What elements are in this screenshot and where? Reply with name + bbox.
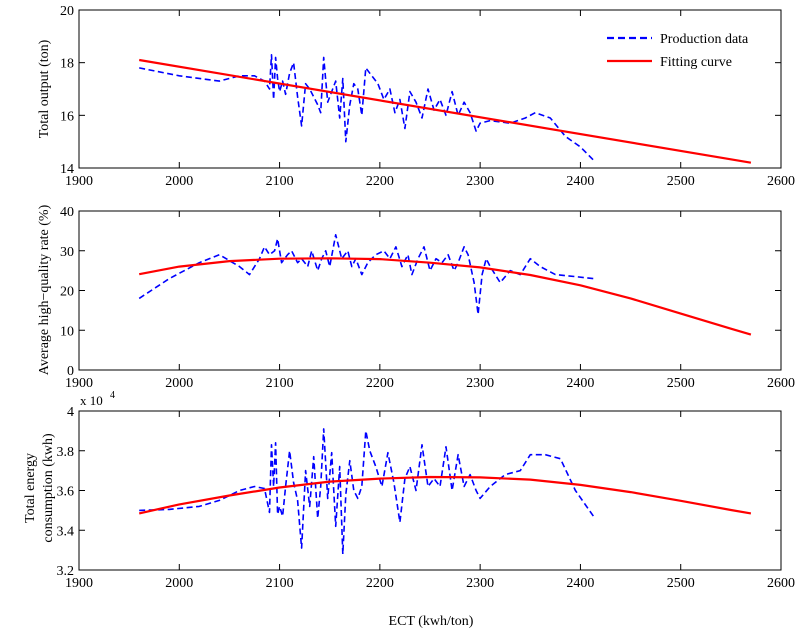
y-tick-label: 3.8	[57, 445, 75, 460]
x-tick-label: 1900	[65, 376, 93, 391]
x-axis-label: ECT (kwh/ton)	[389, 614, 474, 629]
x-tick-label: 2500	[667, 174, 695, 189]
y-tick-label: 40	[60, 205, 74, 220]
y-tick-label: 10	[60, 324, 74, 339]
x-tick-label: 2600	[767, 174, 795, 189]
x-tick-label: 2100	[266, 576, 294, 591]
x-tick-label: 2100	[266, 174, 294, 189]
series-line-production-data	[139, 53, 595, 161]
series-group	[138, 234, 752, 336]
panel-total-output: Total output (ton) 1900 2000 2100 2200 2300 2…	[37, 4, 795, 189]
y-tick-label: 20	[60, 4, 74, 19]
x-tick-label: 2400	[566, 174, 594, 189]
series-group	[138, 428, 752, 555]
series-line-production-data	[139, 428, 595, 555]
axes-frame	[78, 210, 782, 371]
y-axis-exponent: 4	[110, 390, 115, 401]
series-line-fitting-curve	[139, 58, 752, 164]
y-tick-label: 3.2	[57, 564, 75, 579]
axes-frame	[78, 9, 782, 169]
x-tick-label: 2600	[767, 376, 795, 391]
legend-label-production-data: Production data	[660, 32, 749, 47]
y-axis-label-total-output: Total output (ton)	[37, 39, 52, 138]
y-tick-label: 14	[60, 162, 74, 177]
series-line-fitting-curve	[138, 475, 752, 515]
x-tick-label: 2300	[466, 576, 494, 591]
y-axis-label-high-quality-rate: Average high−quality rate (%)	[37, 204, 52, 375]
y-tick-label: 3.6	[57, 485, 75, 500]
x-tick-label: 2500	[667, 576, 695, 591]
x-tick-label: 2300	[466, 174, 494, 189]
x-tick-label: 2200	[366, 174, 394, 189]
x-tick-label: 2400	[566, 376, 594, 391]
x-tick-label: 2200	[366, 376, 394, 391]
x-tick-label: 2100	[266, 376, 294, 391]
x-tick-label: 2500	[667, 376, 695, 391]
x-tick-label: 2200	[366, 576, 394, 591]
series-line-fitting-curve	[138, 257, 752, 336]
axes-frame	[78, 410, 782, 571]
x-tick-label: 2300	[466, 376, 494, 391]
legend-box	[595, 21, 765, 75]
x-tick-label: 2000	[165, 174, 193, 189]
y-tick-label: 0	[67, 364, 74, 379]
y-tick-label: 16	[60, 109, 74, 124]
y-tick-label: 30	[60, 245, 74, 260]
y-tick-label: 4	[67, 405, 74, 420]
y-axis-exponent-label: x 10	[80, 393, 103, 408]
x-tick-label: 2000	[165, 576, 193, 591]
series-line-production-data	[138, 234, 594, 316]
y-tick-label: 18	[60, 57, 74, 72]
y-tick-label: 3.4	[57, 524, 75, 539]
legend-label-fitting-curve: Fitting curve	[660, 55, 732, 70]
panel-high-quality-rate: Average high−quality rate (%) 1900 2000 21…	[37, 204, 795, 391]
y-axis-label-energy-line-1: Total energy	[23, 453, 38, 523]
series-group	[139, 53, 752, 164]
x-tick-label: 1900	[65, 576, 93, 591]
x-tick-label: 2600	[767, 576, 795, 591]
x-tick-label: 2400	[566, 576, 594, 591]
y-axis-label-energy-line-2: consumption (kwh)	[41, 433, 56, 543]
legend: Production data Fitting curve	[595, 21, 765, 75]
x-tick-label: 1900	[65, 174, 93, 189]
x-tick-label: 2000	[165, 376, 193, 391]
panel-energy-consumption: Total energy consumption (kwh) x 10 4 19…	[23, 390, 795, 591]
y-tick-label: 20	[60, 285, 74, 300]
